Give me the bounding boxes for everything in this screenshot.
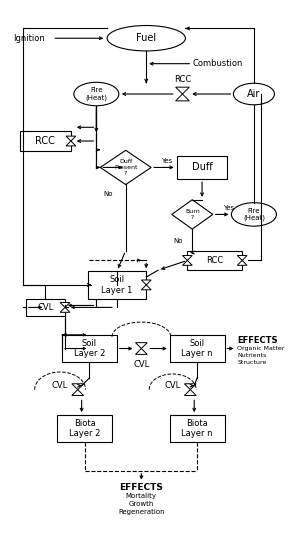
Polygon shape <box>72 384 84 390</box>
Polygon shape <box>72 390 84 395</box>
Polygon shape <box>184 384 196 390</box>
Ellipse shape <box>233 83 274 105</box>
Text: RCC: RCC <box>36 136 55 146</box>
Text: CVL: CVL <box>52 381 68 390</box>
FancyBboxPatch shape <box>62 335 117 362</box>
Polygon shape <box>135 343 147 348</box>
FancyBboxPatch shape <box>57 415 112 442</box>
Text: Soil
Layer 1: Soil Layer 1 <box>101 275 132 295</box>
FancyBboxPatch shape <box>26 298 65 316</box>
Text: Yes: Yes <box>223 206 234 212</box>
Text: Biota
Layer 2: Biota Layer 2 <box>69 419 100 438</box>
Text: Soil
Layer 2: Soil Layer 2 <box>74 339 105 358</box>
Text: CVL: CVL <box>165 381 181 390</box>
Text: No: No <box>173 238 182 244</box>
Text: EFFECTS: EFFECTS <box>237 336 278 345</box>
Polygon shape <box>135 348 147 354</box>
Text: Biota
Layer n: Biota Layer n <box>181 419 213 438</box>
Polygon shape <box>182 260 192 265</box>
Ellipse shape <box>74 82 119 106</box>
Text: Duff: Duff <box>192 162 212 172</box>
FancyBboxPatch shape <box>20 131 71 151</box>
Polygon shape <box>184 390 196 395</box>
FancyBboxPatch shape <box>170 415 225 442</box>
Text: Fuel: Fuel <box>136 33 156 43</box>
Text: Fire
(Heat): Fire (Heat) <box>85 87 107 101</box>
Text: Structure: Structure <box>237 360 267 365</box>
Text: Mortality: Mortality <box>126 493 157 500</box>
Polygon shape <box>100 150 151 185</box>
Text: Nutrients: Nutrients <box>237 353 266 358</box>
Polygon shape <box>141 285 151 290</box>
Polygon shape <box>60 307 70 312</box>
Text: Growth: Growth <box>129 501 154 507</box>
Polygon shape <box>66 136 76 141</box>
Text: Soil
Layer n: Soil Layer n <box>181 339 213 358</box>
Text: Ignition: Ignition <box>13 34 45 43</box>
Polygon shape <box>176 87 189 94</box>
Polygon shape <box>176 94 189 101</box>
Text: Duff
Present
?: Duff Present ? <box>114 159 138 176</box>
FancyBboxPatch shape <box>187 251 242 270</box>
Text: RCC: RCC <box>174 75 191 84</box>
Text: Air: Air <box>247 89 260 99</box>
Polygon shape <box>237 260 247 265</box>
Text: RCC: RCC <box>206 256 223 265</box>
Text: EFFECTS: EFFECTS <box>119 483 163 492</box>
Text: Fire
(Heat): Fire (Heat) <box>243 208 265 221</box>
Text: No: No <box>103 191 113 197</box>
Text: Burn
?: Burn ? <box>185 209 200 220</box>
Text: Organic Matter: Organic Matter <box>237 346 285 351</box>
Polygon shape <box>182 255 192 260</box>
Polygon shape <box>66 141 76 146</box>
Text: Regeneration: Regeneration <box>118 509 165 515</box>
FancyBboxPatch shape <box>88 271 146 298</box>
Ellipse shape <box>231 203 277 226</box>
FancyBboxPatch shape <box>170 335 225 362</box>
Polygon shape <box>60 302 70 307</box>
Polygon shape <box>237 255 247 260</box>
Text: Combustion: Combustion <box>192 59 243 68</box>
Text: Yes: Yes <box>161 158 173 165</box>
Text: CVL: CVL <box>37 303 53 312</box>
Text: CVL: CVL <box>133 360 149 369</box>
Polygon shape <box>172 200 213 229</box>
Polygon shape <box>141 280 151 285</box>
FancyBboxPatch shape <box>177 156 228 179</box>
Ellipse shape <box>107 26 185 51</box>
